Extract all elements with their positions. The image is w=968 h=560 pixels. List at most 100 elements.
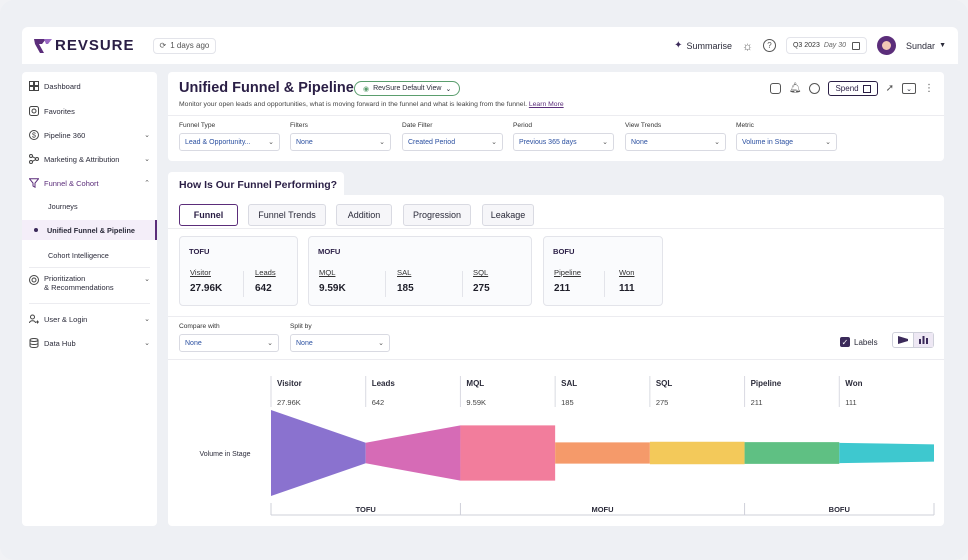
sync-time: 1 days ago xyxy=(170,41,210,50)
value-label: 642 xyxy=(372,398,385,407)
check-icon: ✓ xyxy=(840,337,850,347)
sidebar-item-dashboard[interactable]: Dashboard xyxy=(22,81,157,91)
value-label: 211 xyxy=(751,398,763,407)
split-select[interactable]: None ⌄ xyxy=(290,334,390,352)
page-title: Unified Funnel & Pipeline xyxy=(179,80,354,96)
view-name: RevSure Default View xyxy=(373,85,442,92)
tab-leakage[interactable]: Leakage xyxy=(482,204,534,226)
table-icon xyxy=(862,84,871,93)
user-menu[interactable]: Sundar ▼ xyxy=(906,41,946,51)
metric-pipeline[interactable]: Pipeline 211 xyxy=(554,268,582,294)
metric-leads[interactable]: Leads 642 xyxy=(255,268,276,294)
filters-select[interactable]: None ⌄ xyxy=(290,133,391,151)
camera-icon[interactable] xyxy=(769,83,781,94)
chevron-down-icon: ⌄ xyxy=(144,156,150,163)
sidebar-subitem-unified-funnel[interactable]: Unified Funnel & Pipeline xyxy=(22,220,157,240)
view-trends-select[interactable]: None ⌄ xyxy=(625,133,726,151)
divider xyxy=(462,271,463,297)
metric-sal[interactable]: SAL 185 xyxy=(397,268,414,294)
chevron-down-icon: ⌄ xyxy=(267,340,273,347)
sync-status[interactable]: ⟳ 1 days ago xyxy=(152,37,217,54)
view-selector[interactable]: ◉ RevSure Default View ⌄ xyxy=(354,81,461,96)
sidebar-item-pipeline-360[interactable]: $ Pipeline 360 ⌄ xyxy=(22,130,157,140)
chevron-down-icon: ⌄ xyxy=(379,139,385,146)
stage-card-bofu: BOFU Pipeline 211 Won 111 xyxy=(543,236,663,306)
tab-funnel-trends[interactable]: Funnel Trends xyxy=(248,204,326,226)
metric-select[interactable]: Volume in Stage ⌄ xyxy=(736,133,837,151)
category-label: SAL xyxy=(561,379,577,388)
compare-select[interactable]: None ⌄ xyxy=(179,334,279,352)
funnel-segment-won[interactable] xyxy=(839,442,934,464)
summarise-button[interactable]: ✦ Summarise xyxy=(674,40,732,51)
metric-sql[interactable]: SQL 275 xyxy=(473,268,490,294)
sidebar-item-label: Favorites xyxy=(44,106,75,116)
tab-addition[interactable]: Addition xyxy=(336,204,392,226)
avatar[interactable] xyxy=(877,36,897,55)
stage-card-tofu: TOFU Visitor 27.96K Leads 642 xyxy=(179,236,298,306)
help-icon[interactable]: ? xyxy=(762,39,776,52)
split-by-control: Split by None ⌄ xyxy=(290,323,390,352)
filter-date: Date Filter Created Period ⌄ xyxy=(402,122,503,151)
chart-row-label: Volume in Stage xyxy=(200,451,251,458)
filter-metric: Metric Volume in Stage ⌄ xyxy=(736,122,837,151)
sidebar-subitem-cohort-intelligence[interactable]: Cohort Intelligence xyxy=(48,251,109,260)
funnel-segment-sal[interactable] xyxy=(555,442,650,464)
sidebar-item-user-login[interactable]: User & Login ⌄ xyxy=(22,314,157,324)
page-header-card: Unified Funnel & Pipeline ◉ RevSure Defa… xyxy=(168,72,944,161)
more-icon[interactable]: ⋮ xyxy=(924,83,934,94)
tab-funnel[interactable]: Funnel xyxy=(179,204,238,226)
funnel-segment-visitor[interactable] xyxy=(271,410,366,496)
divider xyxy=(168,316,944,317)
funnel-segment-sql[interactable] xyxy=(649,441,745,465)
caret-down-icon: ▼ xyxy=(939,42,946,49)
compare-label: Compare with xyxy=(179,323,220,330)
date-filter-select[interactable]: Created Period ⌄ xyxy=(402,133,503,151)
metric-mql[interactable]: MQL 9.59K xyxy=(319,268,346,294)
sidebar-item-favorites[interactable]: Favorites xyxy=(22,106,157,116)
funnel-view-button[interactable] xyxy=(893,333,913,347)
divider xyxy=(604,271,605,297)
learn-more-link[interactable]: Learn More xyxy=(528,101,564,108)
funnel-segment-mql[interactable] xyxy=(460,425,556,481)
metric-visitor[interactable]: Visitor 27.96K xyxy=(190,268,223,294)
chat-icon[interactable] xyxy=(809,83,821,94)
group-label: TOFU xyxy=(356,505,376,514)
favorites-icon xyxy=(29,106,39,116)
period-selector[interactable]: Q3 2023 Day 30 xyxy=(785,37,868,54)
quarter-day: Day 30 xyxy=(823,42,847,49)
filter-funnel-type: Funnel Type Lead & Opportunity... ⌄ xyxy=(179,122,280,151)
bar-view-button[interactable] xyxy=(913,333,933,347)
bell-icon[interactable]: 🔔︎ xyxy=(788,83,802,94)
revsure-logo-icon xyxy=(34,38,52,53)
metric-won[interactable]: Won 111 xyxy=(619,268,635,294)
value-label: 111 xyxy=(845,398,856,407)
labels-checkbox[interactable]: ✓ Labels xyxy=(840,337,878,347)
filter-filters: Filters None ⌄ xyxy=(290,122,391,151)
sidebar-item-marketing[interactable]: Marketing & Attribution ⌄ xyxy=(22,154,157,164)
sidebar-item-prioritization[interactable]: Prioritization & Recommendations ⌄ xyxy=(22,274,157,292)
sidebar-item-label: Funnel & Cohort xyxy=(44,178,99,188)
theme-toggle-icon[interactable]: ☼ xyxy=(741,38,753,53)
funnel-segment-leads[interactable] xyxy=(365,425,461,481)
brand-logo[interactable]: REVSURE xyxy=(34,37,135,54)
sidebar-item-data-hub[interactable]: Data Hub ⌄ xyxy=(22,338,157,348)
network-icon xyxy=(29,154,39,164)
sidebar-item-label: Pipeline 360 xyxy=(44,130,86,140)
filter-label: Funnel Type xyxy=(179,122,216,129)
period-select[interactable]: Previous 365 days ⌄ xyxy=(513,133,614,151)
divider xyxy=(385,271,386,297)
sidebar-subitem-journeys[interactable]: Journeys xyxy=(48,202,78,211)
tab-progression[interactable]: Progression xyxy=(403,204,471,226)
stage-name: MOFU xyxy=(318,247,341,256)
expand-icon[interactable]: ⌄ xyxy=(902,83,916,94)
refresh-icon: ⟳ xyxy=(159,41,167,50)
chevron-down-icon: ⌄ xyxy=(144,340,150,347)
filter-label: Date Filter xyxy=(402,122,433,129)
spend-button[interactable]: Spend xyxy=(828,81,878,96)
rocket-icon[interactable]: ➚ xyxy=(885,83,894,94)
user-name: Sundar xyxy=(906,40,936,51)
sidebar-item-funnel-cohort[interactable]: Funnel & Cohort ⌃ xyxy=(22,178,157,188)
chart-view-toggle xyxy=(892,332,934,348)
funnel-segment-pipeline[interactable] xyxy=(744,442,840,464)
funnel-type-select[interactable]: Lead & Opportunity... ⌄ xyxy=(179,133,280,151)
